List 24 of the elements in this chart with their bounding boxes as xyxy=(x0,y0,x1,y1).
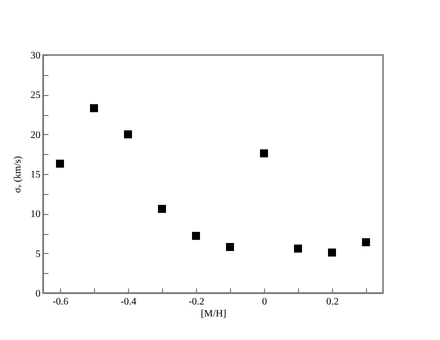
x-tick-label: -0.4 xyxy=(120,296,136,308)
y-tick-label: 10 xyxy=(30,209,40,220)
point xyxy=(192,232,200,240)
y-tick-label: 25 xyxy=(30,90,40,102)
point xyxy=(294,244,302,253)
y-tick-label: 0 xyxy=(36,288,40,300)
y-tick-label: 20 xyxy=(30,130,40,141)
x-tick-label: -0.2 xyxy=(188,296,204,308)
point xyxy=(90,104,98,112)
x-axis-title: [M/H] xyxy=(200,308,226,320)
point xyxy=(158,204,166,213)
x-tick-label: -0.6 xyxy=(52,296,68,308)
y-axis-title: σᵥ (km/s) xyxy=(12,156,24,193)
y-tick-label: 5 xyxy=(36,248,40,260)
point xyxy=(226,242,234,251)
point xyxy=(260,149,268,158)
point xyxy=(56,160,64,168)
x-tick-label: 0.2 xyxy=(326,296,339,308)
point xyxy=(124,130,132,138)
y-tick-label: 15 xyxy=(30,170,40,180)
x-tick-label: 0 xyxy=(262,296,267,308)
point xyxy=(328,248,336,257)
point xyxy=(362,238,370,246)
y-tick-label: 30 xyxy=(30,50,40,62)
